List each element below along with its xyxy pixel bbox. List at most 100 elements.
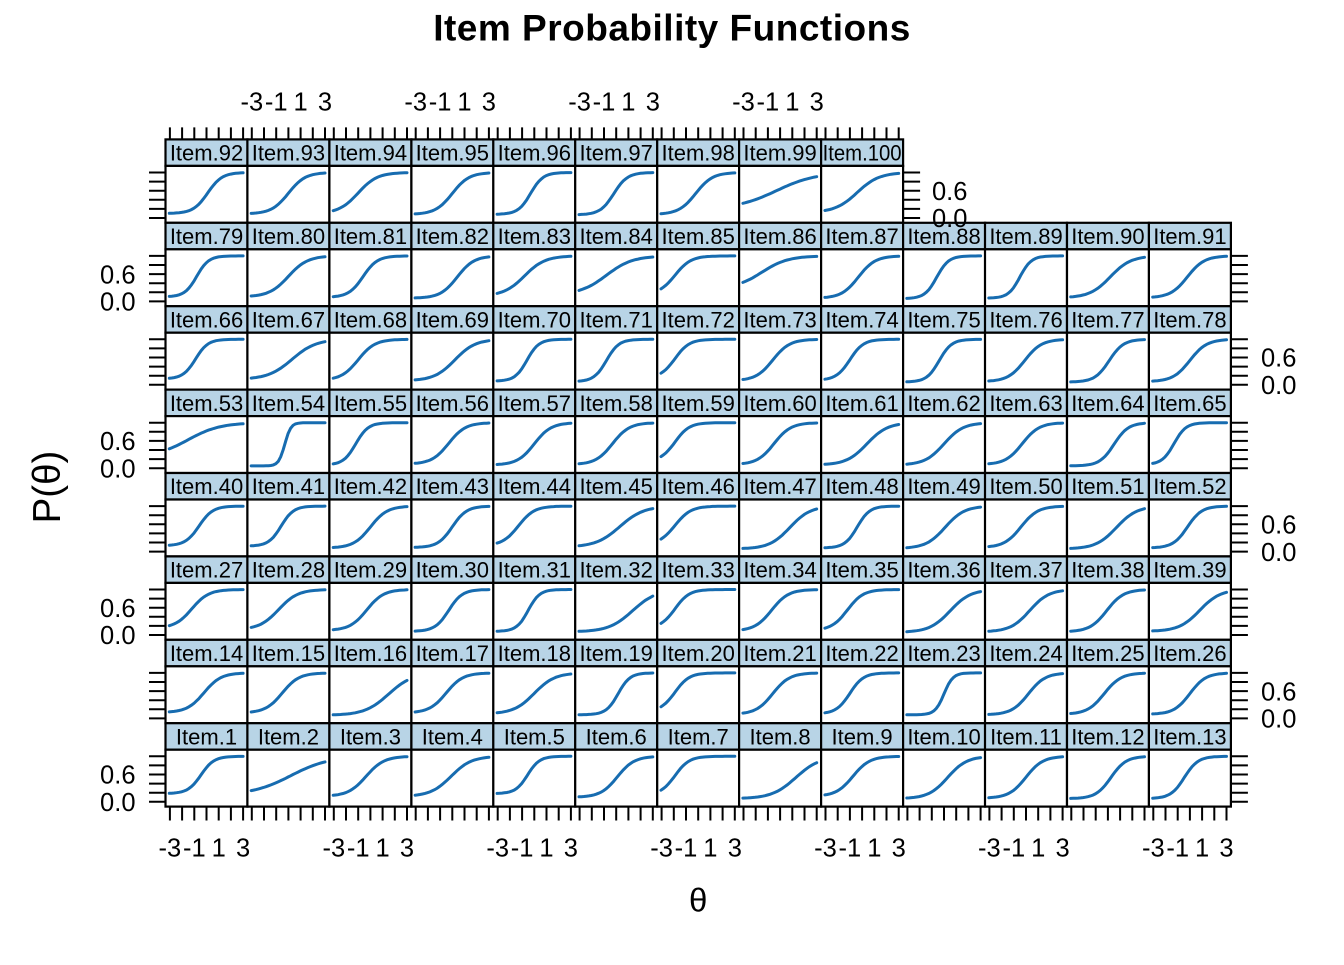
svg-text:Item.12: Item.12 xyxy=(1071,724,1144,749)
svg-text:Item.93: Item.93 xyxy=(252,141,325,166)
svg-text:Item.86: Item.86 xyxy=(743,224,816,249)
svg-text:Item.79: Item.79 xyxy=(170,224,243,249)
svg-text:Item.23: Item.23 xyxy=(907,641,980,666)
svg-text:Item.59: Item.59 xyxy=(662,391,735,416)
svg-text:Item.70: Item.70 xyxy=(498,307,571,332)
svg-text:-3: -3 xyxy=(404,88,427,116)
svg-text:0.6: 0.6 xyxy=(100,261,135,289)
svg-text:0.0: 0.0 xyxy=(100,455,135,483)
svg-text:-1: -1 xyxy=(1002,835,1025,863)
svg-text:Item.51: Item.51 xyxy=(1071,474,1144,499)
svg-text:Item.11: Item.11 xyxy=(990,724,1062,749)
svg-text:Item.69: Item.69 xyxy=(416,307,489,332)
svg-text:Item.54: Item.54 xyxy=(252,391,325,416)
svg-text:Item.21: Item.21 xyxy=(743,641,816,666)
svg-text:-1: -1 xyxy=(429,88,452,116)
svg-text:Item.94: Item.94 xyxy=(334,141,407,166)
svg-text:Item.1: Item.1 xyxy=(176,724,237,749)
svg-text:Item.22: Item.22 xyxy=(825,641,898,666)
svg-text:Item.92: Item.92 xyxy=(170,141,243,166)
svg-text:0.6: 0.6 xyxy=(1261,678,1296,706)
svg-text:1: 1 xyxy=(376,835,390,863)
svg-text:3: 3 xyxy=(400,835,414,863)
svg-text:Item.66: Item.66 xyxy=(170,307,243,332)
svg-text:Item.81: Item.81 xyxy=(334,224,407,249)
svg-text:Item.68: Item.68 xyxy=(334,307,407,332)
svg-text:Item.55: Item.55 xyxy=(334,391,407,416)
svg-text:Item.71: Item.71 xyxy=(580,307,653,332)
svg-text:Item.49: Item.49 xyxy=(907,474,980,499)
svg-text:3: 3 xyxy=(810,88,824,116)
svg-text:0.6: 0.6 xyxy=(932,178,967,206)
svg-text:Item.87: Item.87 xyxy=(825,224,898,249)
svg-text:0.0: 0.0 xyxy=(1261,372,1296,400)
svg-text:Item.39: Item.39 xyxy=(1153,558,1226,583)
svg-text:Item.5: Item.5 xyxy=(504,724,565,749)
svg-text:Item.38: Item.38 xyxy=(1071,558,1144,583)
svg-text:-1: -1 xyxy=(265,88,288,116)
svg-text:Item.25: Item.25 xyxy=(1071,641,1144,666)
svg-text:Item.62: Item.62 xyxy=(907,391,980,416)
svg-text:P(θ): P(θ) xyxy=(26,451,69,524)
svg-text:-1: -1 xyxy=(183,835,206,863)
svg-text:Item.43: Item.43 xyxy=(416,474,489,499)
svg-text:Item Probability Functions: Item Probability Functions xyxy=(433,8,911,49)
svg-text:Item.80: Item.80 xyxy=(252,224,325,249)
svg-text:Item.15: Item.15 xyxy=(252,641,325,666)
svg-text:1: 1 xyxy=(703,835,717,863)
svg-text:Item.98: Item.98 xyxy=(662,141,735,166)
svg-text:1: 1 xyxy=(1195,835,1209,863)
svg-text:Item.4: Item.4 xyxy=(422,724,483,749)
svg-text:3: 3 xyxy=(1056,835,1070,863)
svg-text:Item.37: Item.37 xyxy=(989,558,1062,583)
svg-text:Item.63: Item.63 xyxy=(989,391,1062,416)
svg-text:3: 3 xyxy=(236,835,250,863)
svg-text:Item.41: Item.41 xyxy=(252,474,325,499)
svg-text:0.6: 0.6 xyxy=(1261,345,1296,373)
svg-text:Item.20: Item.20 xyxy=(662,641,735,666)
svg-text:Item.36: Item.36 xyxy=(907,558,980,583)
svg-text:Item.57: Item.57 xyxy=(498,391,571,416)
svg-text:Item.72: Item.72 xyxy=(662,307,735,332)
svg-text:1: 1 xyxy=(212,835,226,863)
svg-text:-1: -1 xyxy=(757,88,780,116)
svg-text:Item.10: Item.10 xyxy=(907,724,980,749)
svg-text:Item.18: Item.18 xyxy=(498,641,571,666)
svg-text:-3: -3 xyxy=(322,835,345,863)
svg-text:Item.67: Item.67 xyxy=(252,307,325,332)
svg-text:Item.96: Item.96 xyxy=(498,141,571,166)
svg-text:-3: -3 xyxy=(486,835,509,863)
svg-text:0.6: 0.6 xyxy=(100,428,135,456)
svg-text:3: 3 xyxy=(318,88,332,116)
svg-text:Item.9: Item.9 xyxy=(832,724,893,749)
svg-text:0.6: 0.6 xyxy=(1261,512,1296,540)
svg-text:3: 3 xyxy=(646,88,660,116)
svg-text:Item.28: Item.28 xyxy=(252,558,325,583)
svg-text:Item.83: Item.83 xyxy=(498,224,571,249)
svg-text:Item.17: Item.17 xyxy=(416,641,489,666)
svg-text:Item.52: Item.52 xyxy=(1153,474,1226,499)
svg-text:-3: -3 xyxy=(814,835,837,863)
svg-text:-1: -1 xyxy=(593,88,616,116)
svg-text:Item.34: Item.34 xyxy=(743,558,816,583)
svg-text:0.6: 0.6 xyxy=(100,762,135,790)
svg-text:Item.46: Item.46 xyxy=(662,474,735,499)
svg-text:Item.13: Item.13 xyxy=(1153,724,1226,749)
svg-text:0.6: 0.6 xyxy=(100,595,135,623)
svg-text:Item.3: Item.3 xyxy=(340,724,401,749)
svg-text:Item.73: Item.73 xyxy=(743,307,816,332)
svg-text:Item.91: Item.91 xyxy=(1153,224,1226,249)
svg-text:-3: -3 xyxy=(732,88,755,116)
svg-text:Item.76: Item.76 xyxy=(989,307,1062,332)
svg-text:0.0: 0.0 xyxy=(100,289,135,317)
svg-text:-1: -1 xyxy=(347,835,370,863)
svg-text:0.0: 0.0 xyxy=(1261,706,1296,734)
svg-text:Item.61: Item.61 xyxy=(825,391,898,416)
svg-text:Item.99: Item.99 xyxy=(743,141,816,166)
svg-text:1: 1 xyxy=(457,88,471,116)
svg-text:1: 1 xyxy=(1031,835,1045,863)
svg-text:Item.19: Item.19 xyxy=(580,641,653,666)
svg-text:Item.32: Item.32 xyxy=(580,558,653,583)
svg-text:-3: -3 xyxy=(240,88,263,116)
svg-text:Item.97: Item.97 xyxy=(580,141,653,166)
